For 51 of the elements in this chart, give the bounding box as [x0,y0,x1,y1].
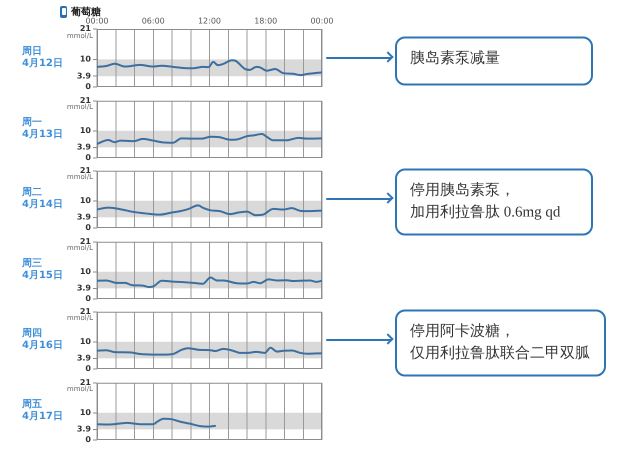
x-tick-label: 18:00 [254,16,278,26]
text: 4月13日 [22,129,63,141]
text: 葡萄糖 [71,6,101,18]
text: 4月12日 [22,58,63,70]
y-tick-label: 0 [85,435,92,444]
y-tick-label: 10 [80,336,92,346]
y-tick-label: 3.9 [76,142,92,152]
y-tick-label: 21 [80,378,92,387]
x-tick-label: 12:00 [198,16,222,26]
text: 周五 [22,399,43,411]
y-tick-label: 0 [85,364,92,374]
y-tick-label: 0 [85,153,92,162]
text: 4月16日 [22,340,63,352]
text: 周二 [22,187,43,199]
y-tick-label: 3.9 [76,424,92,434]
line-series [97,204,322,216]
y-tick-label: 0 [85,82,92,92]
y-tick-label: 3.9 [76,212,92,222]
y-tick-label: 21 [80,96,92,105]
text: 停用胰岛素泵， [410,181,516,200]
y-tick-label: 21 [80,306,92,316]
text: 4月15日 [22,270,63,282]
text: 4月14日 [22,199,63,211]
line-series [97,418,216,428]
x-tick-label: 06:00 [142,16,165,26]
text: 胰岛素泵减量 [410,49,501,68]
y-tick-label: 21 [80,236,92,246]
y-tick-label: 0 [85,223,92,232]
x-tick-label: 00:00 [85,16,109,26]
text: 4月17日 [22,411,63,423]
text: 周三 [22,258,43,270]
text: 仅用利拉鲁肽联合二甲双胍 [410,344,590,364]
text: 周一 [22,117,43,129]
x-tick-label: 00:00 [310,16,334,26]
y-tick-label: 3.9 [76,283,92,292]
y-tick-label: 21 [80,24,92,34]
y-tick-label: 3.9 [76,71,92,80]
y-tick-label: 10 [80,54,92,64]
text: 周日 [22,46,43,58]
y-tick-label: 21 [80,166,92,175]
y-tick-label: 10 [80,266,92,276]
y-tick-label: 0 [85,294,92,304]
y-tick-label: 3.9 [76,353,92,362]
text: 停用阿卡波糖， [410,322,516,342]
y-tick-label: 10 [80,196,92,205]
y-tick-label: 10 [80,126,92,135]
text: 周四 [22,328,43,340]
text: 加用利拉鲁肽 0.6mg qd [410,203,562,222]
y-tick-label: 10 [80,408,92,417]
line-series [97,346,322,356]
line-series [97,276,322,288]
